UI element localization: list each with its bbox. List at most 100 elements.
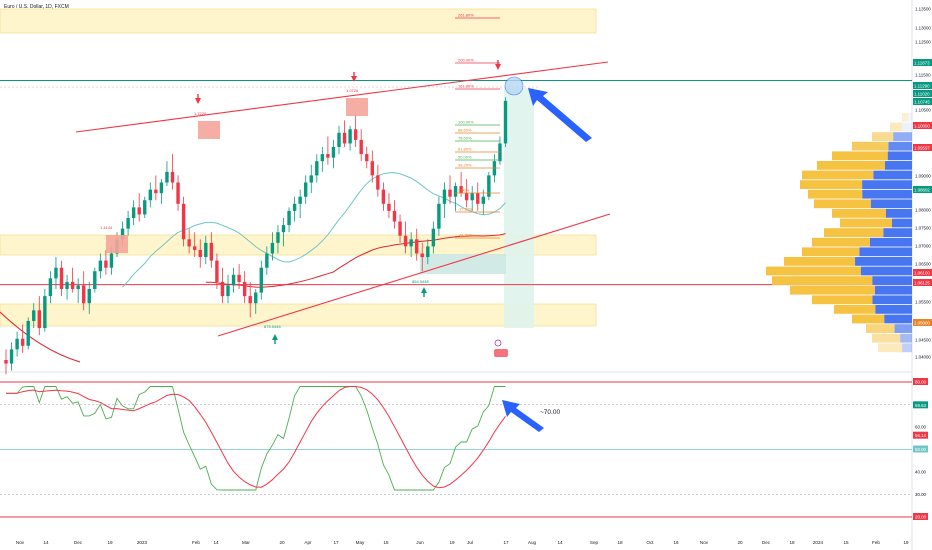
volume-profile-bar-left — [784, 257, 856, 266]
annotation-arrow-icon — [528, 88, 592, 142]
candle-body — [126, 218, 130, 229]
volume-profile-bar-left — [832, 209, 886, 218]
price-axis-tag — [913, 144, 932, 151]
rsi-axis-tag — [913, 513, 928, 520]
fib-label: 78.60% — [458, 136, 472, 141]
volume-profile-bar-left — [840, 218, 892, 228]
candle-body — [298, 196, 302, 204]
price-axis-label: 1.09597 — [914, 146, 930, 151]
candle-body — [403, 235, 408, 247]
price-axis-tag — [913, 90, 932, 97]
volume-profile-bar-left — [812, 295, 873, 305]
rsi-moving-average — [6, 386, 506, 489]
x-axis-label: 2024 — [813, 540, 824, 545]
arrow-down-icon — [195, 98, 201, 104]
x-axis-label: Mar — [242, 540, 250, 545]
candle-body — [420, 253, 424, 258]
candle-body — [320, 154, 325, 162]
candle-body — [442, 189, 447, 204]
candle-body — [254, 292, 258, 304]
price-axis-label: 1.07000 — [915, 244, 931, 249]
price-axis-label: 1.04500 — [915, 338, 931, 343]
candle-body — [148, 189, 152, 201]
candle-body — [348, 129, 352, 144]
candle-body — [381, 189, 386, 204]
price-axis-label: 1.10000 — [914, 124, 930, 129]
x-axis-label: Dec — [74, 540, 83, 545]
fib-label: 50.00% — [458, 155, 472, 160]
earnings-icon — [494, 349, 508, 357]
x-axis-label: Oct — [646, 540, 654, 545]
rsi-axis-label: 20.00 — [915, 515, 927, 520]
volume-profile-bar-right — [870, 199, 912, 209]
price-axis-label: 1.11290 — [914, 84, 930, 89]
x-axis-label: 18 — [617, 540, 623, 545]
candle-body — [4, 360, 8, 364]
candle-body — [248, 296, 252, 304]
volume-profile-bar-left — [814, 199, 871, 209]
candle-body — [54, 267, 58, 279]
candle-body — [48, 278, 53, 297]
candle-body — [242, 281, 247, 297]
price-axis-label: 1.05000 — [914, 321, 930, 326]
rsi-line — [6, 386, 506, 491]
candle-body — [337, 132, 341, 147]
candle-body — [20, 338, 25, 346]
fib-label: -61.80% — [458, 233, 473, 238]
rsi-axis-label: 56.14 — [915, 433, 927, 438]
arrow-up-icon — [421, 287, 427, 293]
rsi-annotation: ~70.00 — [540, 409, 560, 416]
x-axis-label: 19 — [449, 540, 455, 545]
x-axis-label: 19 — [107, 540, 113, 545]
candle-body — [26, 320, 30, 346]
fib-label: 161.80% — [458, 84, 474, 89]
x-axis-label: 19 — [903, 540, 909, 545]
volume-profile-bar-left — [766, 266, 861, 276]
arrow-down-icon — [351, 76, 357, 82]
x-axis-label: 16 — [673, 540, 679, 545]
price-label: 875.5446 — [264, 324, 281, 329]
candle-body — [270, 242, 275, 254]
candle-body — [137, 207, 141, 215]
fib-label: 261.80% — [458, 13, 474, 18]
volume-profile-bar-right — [884, 314, 912, 324]
rsi-axis-tag — [913, 378, 928, 385]
price-axis-label: 1.04000 — [915, 355, 931, 360]
candle-body — [392, 210, 397, 222]
rsi-axis-tag — [913, 401, 928, 409]
volume-profile-bar-right — [887, 151, 912, 161]
volume-profile-bar-right — [872, 276, 912, 285]
volume-profile-bar-right — [902, 343, 912, 353]
candle-body — [120, 228, 125, 240]
candle-body — [365, 154, 369, 162]
candle-body — [409, 239, 413, 247]
volume-profile-bar-right — [893, 132, 912, 141]
candle-body — [453, 186, 458, 197]
x-axis-label: Nov — [16, 540, 25, 545]
candle-body — [215, 260, 219, 282]
volume-profile-bar-right — [872, 295, 912, 305]
candle-body — [43, 296, 47, 329]
volume-profile-bar-left — [832, 151, 888, 161]
price-axis-tag — [913, 279, 932, 286]
current-price-highlight — [504, 76, 524, 96]
price-axis-label: 1.05500 — [915, 300, 931, 305]
fib-label: 61.80% — [458, 147, 472, 152]
x-axis-label: 14 — [557, 540, 563, 545]
candle-body — [198, 249, 202, 258]
volume-profile-bar-left — [808, 189, 863, 199]
volume-profile-bar-left — [817, 161, 886, 170]
volume-profile-bar-right — [885, 161, 912, 170]
candle-body — [398, 221, 402, 236]
candle-body — [415, 239, 419, 254]
price-axis-tag — [913, 319, 932, 326]
x-axis-label: Aug — [528, 540, 537, 545]
candle-body — [431, 228, 436, 247]
candle-body — [359, 139, 363, 155]
x-axis-label: 2023 — [137, 540, 148, 545]
price-label: 854.5448 — [412, 279, 429, 284]
x-axis-label: May — [356, 540, 365, 545]
arrow-up-icon — [272, 334, 278, 340]
candle-body — [159, 182, 164, 194]
